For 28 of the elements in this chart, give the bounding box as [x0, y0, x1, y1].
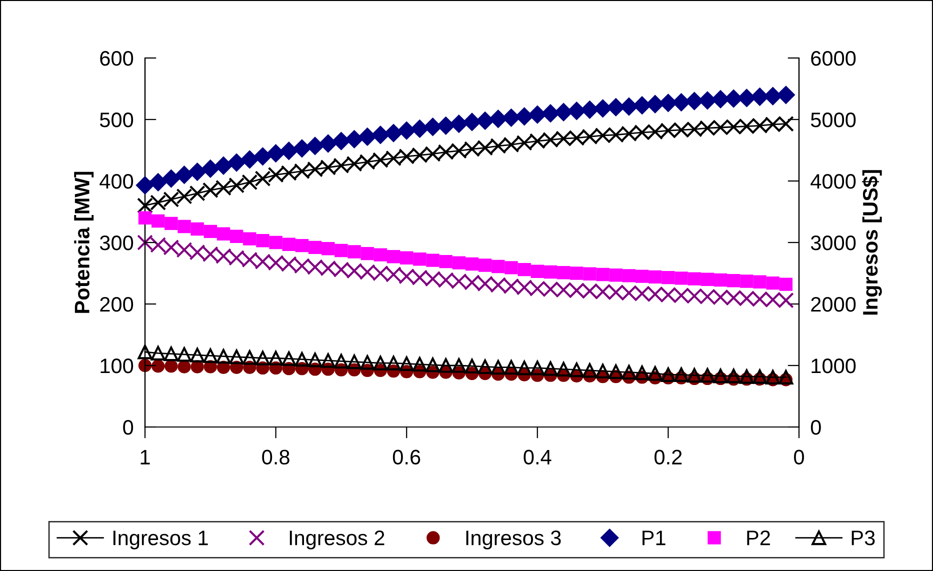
y2-tick-label: 6000	[811, 51, 856, 66]
x-tick-label: 0.8	[262, 450, 290, 465]
y-tick-label: 200	[100, 297, 134, 312]
y-tick-label: 600	[100, 51, 134, 66]
legend-label: Ingresos 1	[113, 530, 208, 550]
y2-tick-label: 4000	[810, 174, 856, 189]
y2-tick-label: 2000	[811, 297, 856, 312]
x-tick-label: 0.6	[392, 450, 420, 465]
y2-tick-label: 3000	[810, 236, 856, 250]
y-tick-label: 400	[100, 174, 134, 189]
y-tick-label: 100	[100, 358, 134, 374]
legend-label: P3	[852, 530, 875, 546]
legend-label: Ingresos 3	[466, 530, 561, 550]
x-tick-label: 1	[140, 450, 150, 464]
legend-label: Ingresos 2	[290, 530, 384, 550]
legend-label: P1	[642, 530, 666, 546]
x-tick-label: 0	[794, 450, 804, 465]
y-tick-label: 0	[123, 420, 134, 435]
y2-axis-title: Ingresos [US$]	[862, 170, 882, 315]
x-tick-label: 0.4	[524, 450, 552, 465]
y-axis-title: Potencia [MW]	[74, 172, 94, 313]
y2-tick-label: 1000	[812, 358, 856, 374]
legend-label: P2	[747, 530, 770, 546]
y2-tick-label: 5000	[810, 112, 856, 128]
y-tick-label: 500	[100, 112, 134, 128]
x-tick-label: 0.2	[654, 450, 682, 465]
y-tick-label: 300	[100, 236, 134, 250]
y2-tick-label: 0	[810, 420, 821, 435]
